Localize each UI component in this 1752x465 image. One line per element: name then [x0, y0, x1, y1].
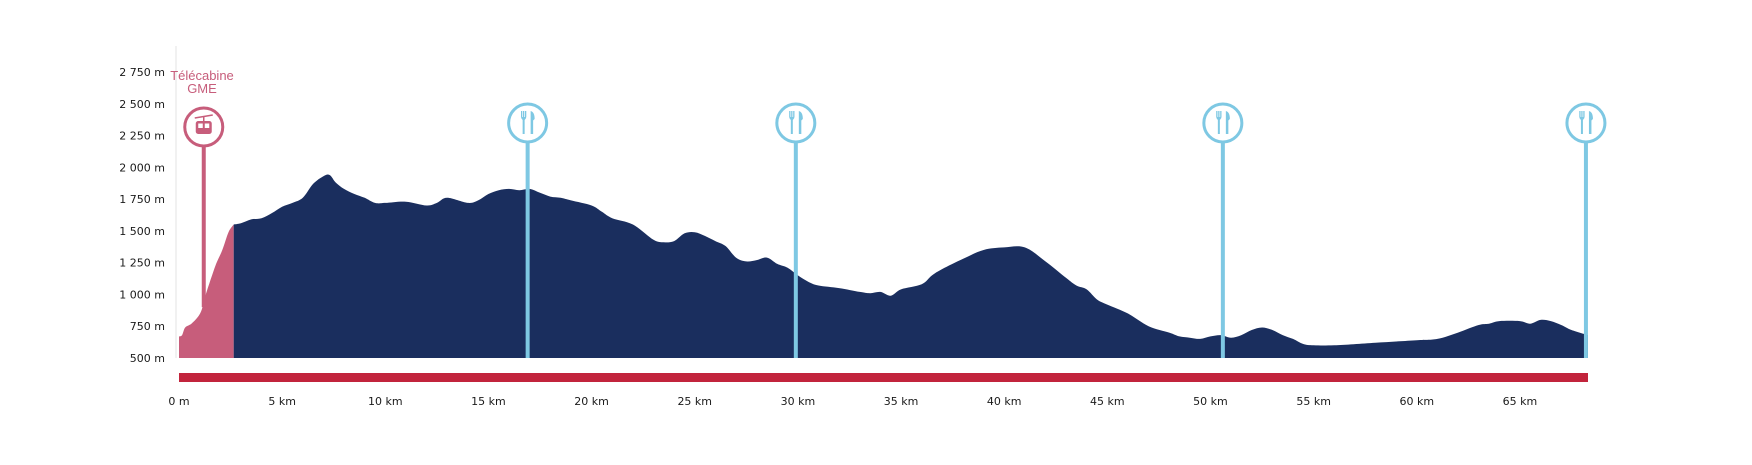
- gondola-icon: [194, 114, 213, 134]
- route-distance-bar: [179, 373, 1588, 382]
- food-icon: [789, 111, 803, 134]
- y-tick-label: 2 000 m: [119, 161, 165, 174]
- x-tick-label: 45 km: [1090, 395, 1125, 408]
- aid-station-circle: [775, 102, 817, 144]
- aid-station-circle: [1565, 102, 1607, 144]
- x-tick-label: 40 km: [987, 395, 1022, 408]
- route-bar: [179, 373, 1588, 382]
- x-tick-label: 55 km: [1296, 395, 1331, 408]
- x-axis: 0 m 5 km 10 km 15 km 20 km 25 km 30 km 35 km 40 …: [168, 395, 1537, 408]
- x-tick-label: 35 km: [884, 395, 919, 408]
- x-tick-label: 30 km: [781, 395, 816, 408]
- x-tick-label: 10 km: [368, 395, 403, 408]
- x-tick-label: 50 km: [1193, 395, 1228, 408]
- y-tick-label: 1 250 m: [119, 257, 165, 270]
- x-tick-label: 60 km: [1399, 395, 1434, 408]
- y-tick-label: 1 500 m: [119, 225, 165, 238]
- y-tick-label: 2 750 m: [119, 66, 165, 79]
- y-tick-label: 2 250 m: [119, 130, 165, 143]
- aid-station-marker: [1565, 102, 1607, 358]
- aid-station-marker: [507, 102, 549, 358]
- y-tick-label: 2 500 m: [119, 98, 165, 111]
- aid-station-circle: [1202, 102, 1244, 144]
- y-axis: 500 m 750 m 1 000 m 1 250 m 1 500 m 1 750 m 2 …: [119, 46, 177, 365]
- gondola-label: Télécabine GME: [170, 68, 234, 96]
- x-tick-label: 15 km: [471, 395, 506, 408]
- x-tick-label: 0 m: [168, 395, 189, 408]
- gondola-label-line1: Télécabine: [170, 68, 234, 83]
- food-icon: [1579, 111, 1593, 134]
- x-tick-label: 25 km: [677, 395, 712, 408]
- gondola-elevation-area: [179, 224, 234, 358]
- y-tick-label: 1 750 m: [119, 193, 165, 206]
- x-tick-label: 5 km: [268, 395, 296, 408]
- y-tick-label: 1 000 m: [119, 288, 165, 301]
- food-icon: [1216, 111, 1230, 134]
- trail-elevation-area: [233, 174, 1589, 358]
- food-icon: [520, 111, 535, 134]
- gondola-marker: [183, 106, 225, 308]
- y-tick-label: 750 m: [130, 320, 165, 333]
- x-tick-label: 20 km: [574, 395, 609, 408]
- markers: [183, 102, 1607, 358]
- y-tick-label: 500 m: [130, 352, 165, 365]
- aid-station-circle: [507, 102, 549, 144]
- aid-station-marker: [1202, 102, 1244, 358]
- aid-station-marker: [775, 102, 817, 358]
- elevation-areas: [179, 174, 1589, 358]
- gondola-label-line2: GME: [187, 81, 217, 96]
- x-tick-label: 65 km: [1503, 395, 1538, 408]
